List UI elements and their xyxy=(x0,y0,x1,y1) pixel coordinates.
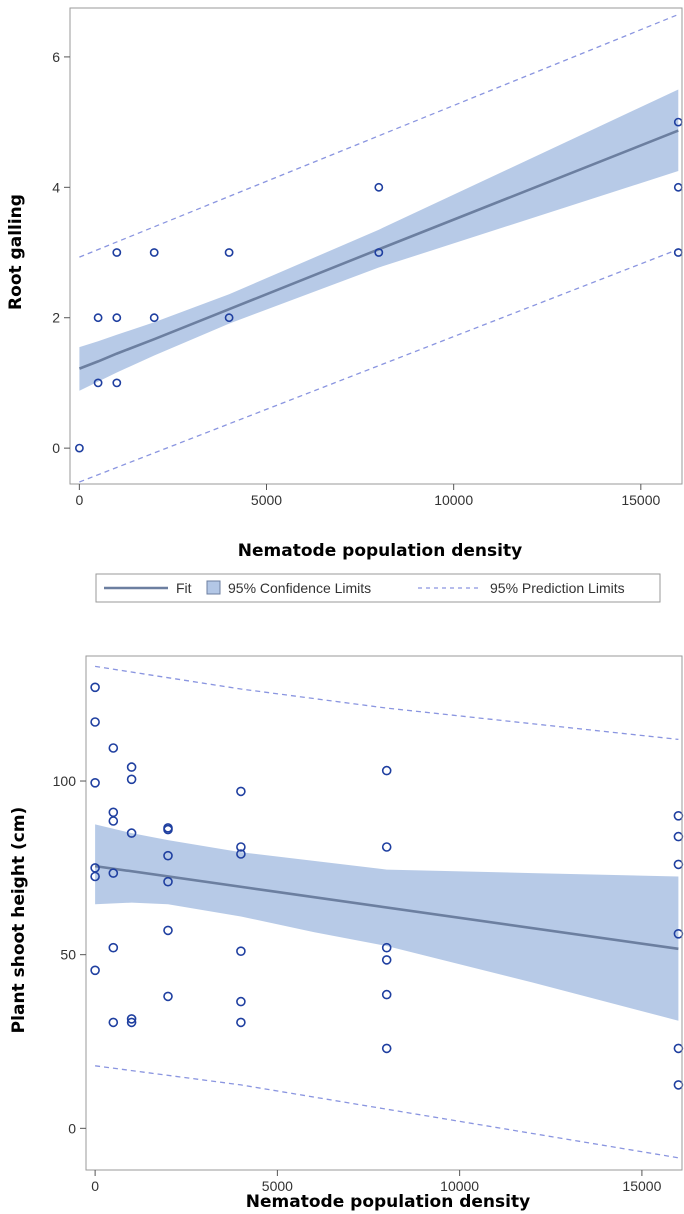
plant-shoot-height-data-point xyxy=(108,868,119,878)
root-galling-data-point xyxy=(112,248,122,257)
root-galling-plot-frame xyxy=(69,7,683,485)
plant-shoot-height-data-point xyxy=(673,859,684,870)
root-galling-x-axis-title: Nematode population density xyxy=(238,541,522,561)
plant-shoot-height-y-axis-title: Plant shoot height (cm) xyxy=(9,807,29,1034)
plant-shoot-height-data-point xyxy=(381,1043,392,1054)
plant-shoot-height-data-point xyxy=(673,1080,684,1090)
plant-shoot-height-data-point xyxy=(108,743,119,753)
plant-shoot-height-y-tick-label: 50 xyxy=(60,947,76,963)
plant-shoot-height-data-point xyxy=(236,786,246,797)
plant-shoot-height-x-axis-title: Nematode population density xyxy=(246,1192,530,1212)
legend-box xyxy=(95,573,661,603)
plant-shoot-height-data-point xyxy=(163,824,173,835)
plant-shoot-height-data-point xyxy=(673,1043,684,1054)
root-galling-data-point xyxy=(112,378,122,388)
root-galling-y-tick-label: 4 xyxy=(52,179,60,195)
plant-shoot-height-axis-ticks: 0 5000 10000 15000 0 50 100 xyxy=(53,773,662,1194)
root-galling-y-tick-label: 2 xyxy=(52,310,60,326)
plant-shoot-height-data-point xyxy=(381,955,392,965)
plant-shoot-height-data-point xyxy=(236,849,246,859)
plant-shoot-height-data-point xyxy=(126,1017,137,1028)
root-galling-data-point xyxy=(224,248,234,257)
plant-shoot-height-data-point xyxy=(108,816,119,826)
plant-shoot-height-confidence-band xyxy=(95,824,679,1021)
plant-shoot-height-data-point xyxy=(381,842,392,852)
plant-shoot-height-prediction-lower xyxy=(95,1065,679,1159)
plant-shoot-height-data-point xyxy=(381,942,392,953)
plant-shoot-height-x-tick-label: 0 xyxy=(91,1178,99,1194)
plant-shoot-height-y-tick-label: 0 xyxy=(68,1120,76,1136)
plant-shoot-height-data-point xyxy=(236,946,246,957)
plant-shoot-height-data-point xyxy=(108,942,119,953)
plant-shoot-height-y-tick-label: 100 xyxy=(53,773,77,789)
plant-shoot-height-plot-layers xyxy=(90,665,684,1159)
root-galling-y-tick-label: 6 xyxy=(52,49,60,65)
plant-shoot-height-fit-line xyxy=(94,864,679,951)
plant-shoot-height-data-point xyxy=(126,774,137,785)
root-galling-data-point xyxy=(93,313,103,323)
plant-shoot-height-prediction-upper xyxy=(95,665,679,741)
plant-shoot-height-x-tick-label: 10000 xyxy=(440,1178,479,1194)
plant-shoot-height-data-point xyxy=(673,810,684,821)
plant-shoot-height-data-point xyxy=(236,842,246,852)
root-galling-data-point xyxy=(93,378,103,388)
root-galling-data-point xyxy=(673,182,683,192)
root-galling-x-tick-label: 15000 xyxy=(621,492,660,508)
root-galling-x-tick-label: 10000 xyxy=(434,492,473,508)
root-galling-confidence-band xyxy=(79,89,679,391)
legend-confidence-swatch xyxy=(206,580,221,595)
plant-shoot-height-data-point xyxy=(108,807,119,818)
plant-shoot-height-x-tick-label: 15000 xyxy=(622,1178,661,1194)
root-galling-x-tick-label: 5000 xyxy=(251,492,282,508)
legend-prediction-label: 95% Prediction Limits xyxy=(490,580,625,596)
plant-shoot-height-data-point xyxy=(90,717,100,727)
root-galling-y-axis-title: Root galling xyxy=(6,194,26,310)
root-galling-data-point xyxy=(374,248,384,257)
root-galling-data-point xyxy=(75,443,84,453)
root-galling-data-point xyxy=(224,313,234,323)
plant-shoot-height-data-point xyxy=(163,850,173,861)
plant-shoot-height-data-point xyxy=(163,925,173,936)
root-galling-data-point xyxy=(112,313,122,323)
plant-shoot-height-data-point xyxy=(126,828,137,838)
plant-shoot-height-data-point xyxy=(381,765,392,776)
plant-shoot-height-data-point xyxy=(236,996,246,1007)
root-galling-y-tick-label: 0 xyxy=(52,440,60,456)
legend: Fit 95% Confidence Limits 95% Prediction… xyxy=(95,573,661,603)
plant-shoot-height-data-point xyxy=(108,1017,119,1028)
root-galling-axis-ticks: 0 5000 10000 15000 0 2 4 6 xyxy=(52,49,660,508)
root-galling-x-tick-label: 0 xyxy=(75,492,83,508)
root-galling-chart: 0 5000 10000 15000 0 2 4 6 Root galling Nematod… xyxy=(6,7,683,561)
plant-shoot-height-x-tick-label: 5000 xyxy=(262,1178,293,1194)
plant-shoot-height-data-point xyxy=(90,682,100,693)
root-galling-data-point xyxy=(149,313,159,323)
plant-shoot-height-data-point xyxy=(126,1014,137,1024)
plant-shoot-height-data-point xyxy=(90,777,100,788)
plant-shoot-height-chart: 0 5000 10000 15000 0 50 100 Plant shoot height… xyxy=(9,655,684,1212)
plant-shoot-height-data-point xyxy=(381,989,392,1000)
legend-fit-label: Fit xyxy=(176,580,192,596)
plant-shoot-height-data-point xyxy=(236,1017,246,1028)
plant-shoot-height-data-point xyxy=(163,876,173,887)
plant-shoot-height-data-point xyxy=(90,871,100,882)
plant-shoot-height-data-point xyxy=(673,831,684,842)
plant-shoot-height-data-point xyxy=(126,762,137,772)
root-galling-prediction-lower xyxy=(79,248,679,483)
root-galling-plot-layers xyxy=(75,13,683,483)
root-galling-data-point xyxy=(374,182,384,192)
plant-shoot-height-plot-frame xyxy=(85,655,683,1171)
legend-confidence-label: 95% Confidence Limits xyxy=(228,580,371,596)
plant-shoot-height-data-point xyxy=(163,991,173,1002)
plant-shoot-height-data-point xyxy=(90,965,100,976)
root-galling-data-point xyxy=(149,248,159,257)
